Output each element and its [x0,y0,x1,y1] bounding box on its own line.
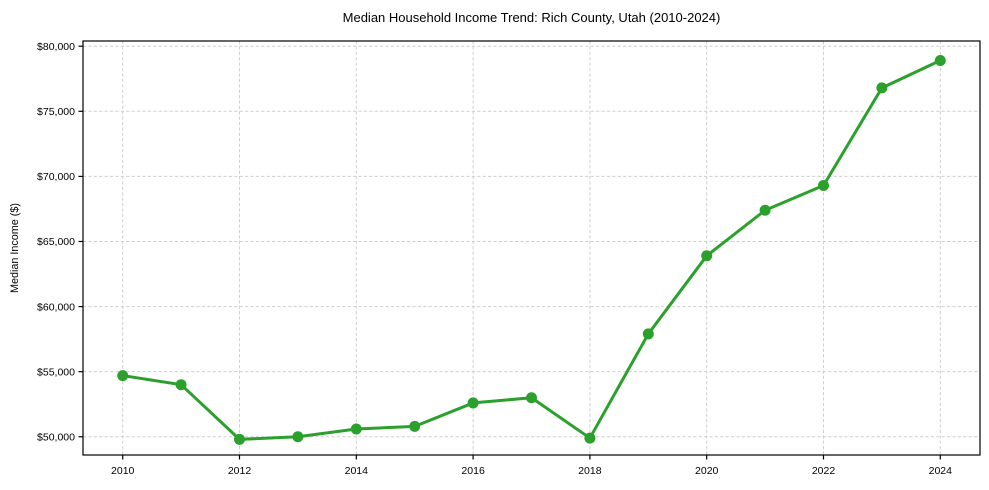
y-tick-label: $65,000 [37,236,75,248]
y-tick-label: $60,000 [37,301,75,313]
x-tick-label: 2022 [812,465,836,477]
x-tick-label: 2012 [228,465,252,477]
y-tick-label: $70,000 [37,171,75,183]
x-tick-label: 2024 [929,465,953,477]
data-point-2018 [584,432,596,444]
trend-line [121,59,942,441]
x-tick-label: 2014 [345,465,369,477]
data-point-2019 [642,328,654,340]
data-point-2016 [467,397,479,409]
y-tick-label: $55,000 [37,366,75,378]
plot-border [82,40,981,456]
data-point-2013 [292,431,304,443]
data-point-2024 [934,55,946,67]
data-point-2022 [817,180,829,192]
data-point-2020 [701,250,713,262]
data-point-2015 [409,420,421,432]
data-point-2021 [759,204,771,216]
x-tick-label: 2016 [461,465,485,477]
data-point-2014 [350,423,362,435]
y-tick-label: $75,000 [37,106,75,118]
x-tick-label: 2010 [111,465,135,477]
data-point-2010 [117,370,129,382]
x-tick-label: 2018 [578,465,602,477]
y-tick-label: $50,000 [37,431,75,443]
data-point-2011 [175,379,187,391]
chart-title: Median Household Income Trend: Rich Coun… [342,10,721,25]
data-point-2023 [876,82,888,94]
x-tick-label: 2020 [695,465,719,477]
data-point-2012 [234,433,246,445]
data-point-2017 [526,392,537,404]
y-tick-label: $80,000 [37,41,75,53]
